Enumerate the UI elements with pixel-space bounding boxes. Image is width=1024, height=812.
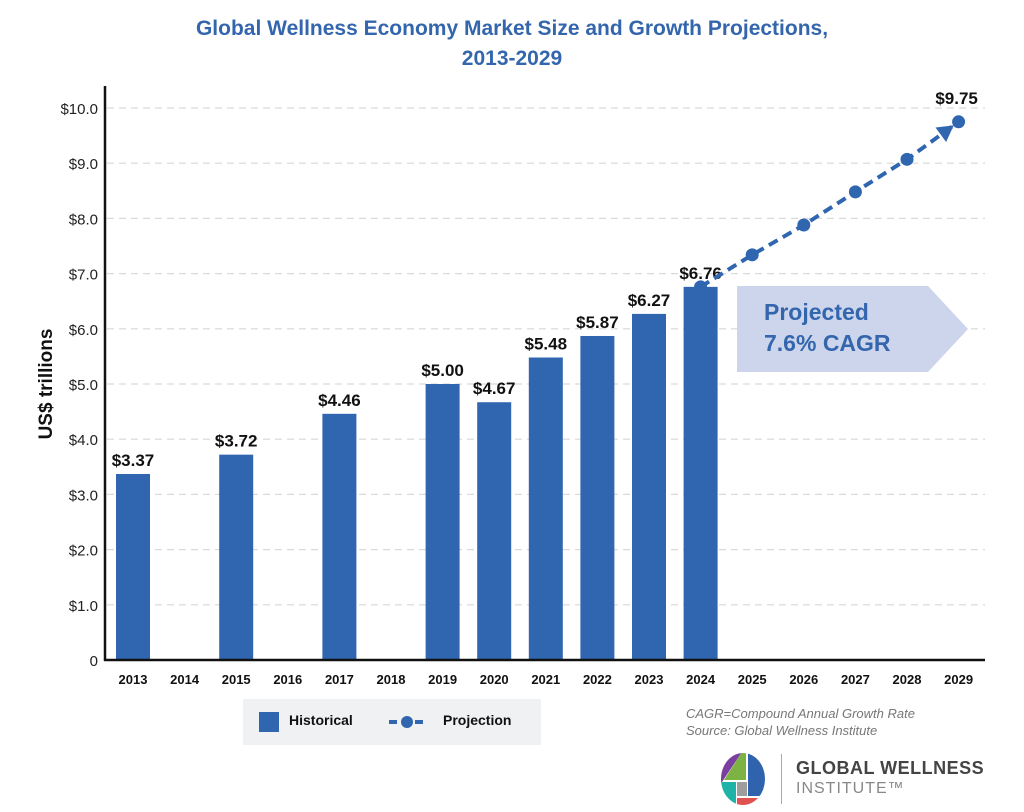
gwi-logo: GLOBAL WELLNESS INSTITUTE™: [716, 752, 1016, 806]
bar-value-label: $5.87: [576, 313, 619, 332]
footnote-cagr: CAGR=Compound Annual Growth Rate: [686, 706, 915, 721]
bar-2015: [219, 454, 254, 660]
chart-title-line1: Global Wellness Economy Market Size and …: [195, 17, 829, 40]
footnote-source: Source: Global Wellness Institute: [686, 723, 878, 738]
projection-point: [694, 280, 708, 294]
logo-text-line2: INSTITUTE™: [796, 780, 905, 797]
x-tick-label: 2026: [789, 672, 818, 687]
x-tick-label: 2021: [531, 672, 560, 687]
bar-value-label: $4.46: [318, 391, 361, 410]
projection-arrowhead-icon: [935, 125, 954, 143]
bar-2017: [322, 413, 357, 660]
bar-value-label: $5.00: [421, 361, 464, 380]
projection-point: [900, 152, 914, 166]
x-tick-label: 2025: [738, 672, 767, 687]
bar-2022: [580, 335, 615, 660]
y-axis-label: US$ trillions: [36, 329, 57, 440]
projection-line: $9.75: [694, 89, 978, 294]
x-tick-label: 2023: [635, 672, 664, 687]
cagr-annotation: Projected 7.6% CAGR: [737, 286, 968, 372]
y-tick-label: $4.0: [69, 432, 98, 449]
y-tick-label: $5.0: [69, 377, 98, 394]
y-tick-label: $10.0: [60, 101, 98, 118]
projection-end-label: $9.75: [935, 89, 978, 108]
x-tick-label: 2014: [170, 672, 200, 687]
bar-2021: [528, 357, 563, 660]
y-tick-label: $9.0: [69, 156, 98, 173]
bar-2013: [116, 473, 150, 660]
x-tick-label: 2028: [893, 672, 922, 687]
bar-value-label: $4.67: [473, 379, 516, 398]
cagr-annotation-line1: Projected: [764, 299, 869, 325]
bar-value-label: $6.76: [679, 264, 722, 283]
x-tick-label: 2015: [222, 672, 251, 687]
y-tick-label: $7.0: [69, 267, 98, 284]
cagr-arrow-shape: [737, 286, 968, 372]
bar-2024: [683, 286, 718, 660]
x-tick-label: 2022: [583, 672, 612, 687]
y-axis-ticks: 0 $1.0 $2.0 $3.0 $4.0 $5.0 $6.0 $7.0 $8.0 $9.0 $10…: [60, 101, 98, 670]
x-tick-label: 2018: [377, 672, 406, 687]
bar-2020: [477, 402, 512, 660]
projection-point: [797, 218, 811, 232]
bar-2019: [425, 384, 460, 660]
x-tick-label: 2027: [841, 672, 870, 687]
x-axis-ticks: 2013 2014 2015 2016 2017 2018 2019 2020 2021 2022…: [119, 672, 974, 687]
x-tick-label: 2017: [325, 672, 354, 687]
bar-value-label: $5.48: [525, 335, 568, 354]
y-tick-label: $1.0: [69, 598, 98, 615]
legend-projection-label: Projection: [443, 712, 512, 728]
x-tick-label: 2016: [273, 672, 302, 687]
bar-2023: [632, 313, 666, 660]
chart-plot: 0 $1.0 $2.0 $3.0 $4.0 $5.0 $6.0 $7.0 $8.0 $9.0 $10…: [36, 86, 985, 687]
projection-dashed-line: [699, 120, 960, 289]
legend-historical-swatch: [259, 712, 279, 732]
bar-value-label: $3.72: [215, 432, 258, 451]
legend: Historical Projection: [243, 699, 541, 745]
y-tick-label: $8.0: [69, 211, 98, 228]
logo-text-line1: GLOBAL WELLNESS: [796, 758, 985, 778]
historical-bars: $3.37 $3.72 $4.46 $5.00 $4.67 $5.48 $5.87 $6.27…: [112, 264, 722, 660]
legend-projection-marker-icon: [389, 716, 425, 728]
gwi-logo-mark-icon: [721, 753, 765, 805]
chart-title-line2: 2013-2029: [461, 47, 563, 70]
projection-point: [848, 185, 862, 199]
y-tick-label: 0: [90, 653, 98, 670]
projection-point: [745, 248, 759, 262]
x-tick-label: 2029: [944, 672, 973, 687]
legend-historical-label: Historical: [289, 712, 353, 728]
x-tick-label: 2019: [428, 672, 457, 687]
y-tick-label: $2.0: [69, 543, 98, 560]
cagr-annotation-line2: 7.6% CAGR: [764, 330, 891, 356]
projection-point: [952, 115, 966, 129]
bar-value-label: $3.37: [112, 451, 155, 470]
bar-value-label: $6.27: [628, 291, 671, 310]
x-tick-label: 2020: [480, 672, 509, 687]
x-tick-label: 2024: [686, 672, 716, 687]
y-tick-label: $6.0: [69, 322, 98, 339]
y-tick-label: $3.0: [69, 487, 98, 504]
footnote: CAGR=Compound Annual Growth Rate Source:…: [686, 705, 915, 739]
logo-divider: [781, 754, 782, 804]
x-tick-label: 2013: [119, 672, 148, 687]
chart-title: Global Wellness Economy Market Size and …: [0, 14, 1024, 74]
